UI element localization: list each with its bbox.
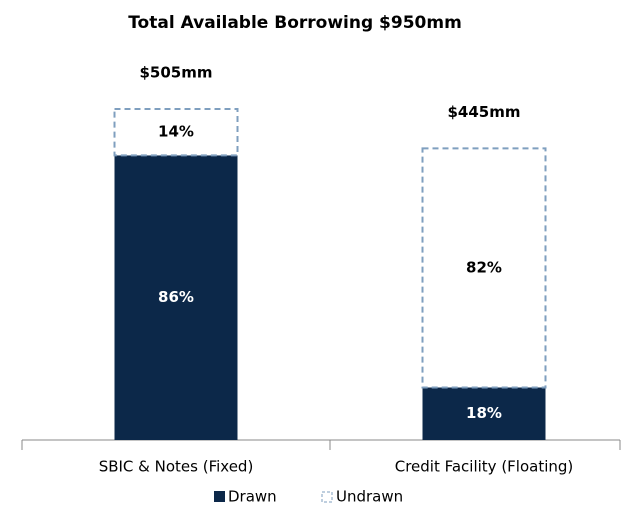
x-tick-label: Credit Facility (Floating) [395, 458, 574, 476]
data-label: 18% [466, 404, 502, 422]
bar-segment [113, 108, 239, 157]
data-label: 86% [158, 288, 194, 306]
bar-segment [422, 387, 546, 440]
chart-title: Total Available Borrowing $950mm [128, 13, 462, 33]
legend-label: Drawn [228, 488, 277, 506]
data-label: 82% [466, 258, 502, 276]
legend-label: Undrawn [336, 488, 403, 506]
bar-segment [421, 147, 547, 389]
bar-segment [114, 155, 238, 440]
data-label: 14% [158, 123, 194, 141]
total-label: $445mm [447, 103, 520, 121]
x-tick-label: SBIC & Notes (Fixed) [99, 458, 254, 476]
total-label: $505mm [139, 64, 212, 82]
legend-swatch [321, 491, 333, 503]
legend-swatch [214, 491, 225, 502]
